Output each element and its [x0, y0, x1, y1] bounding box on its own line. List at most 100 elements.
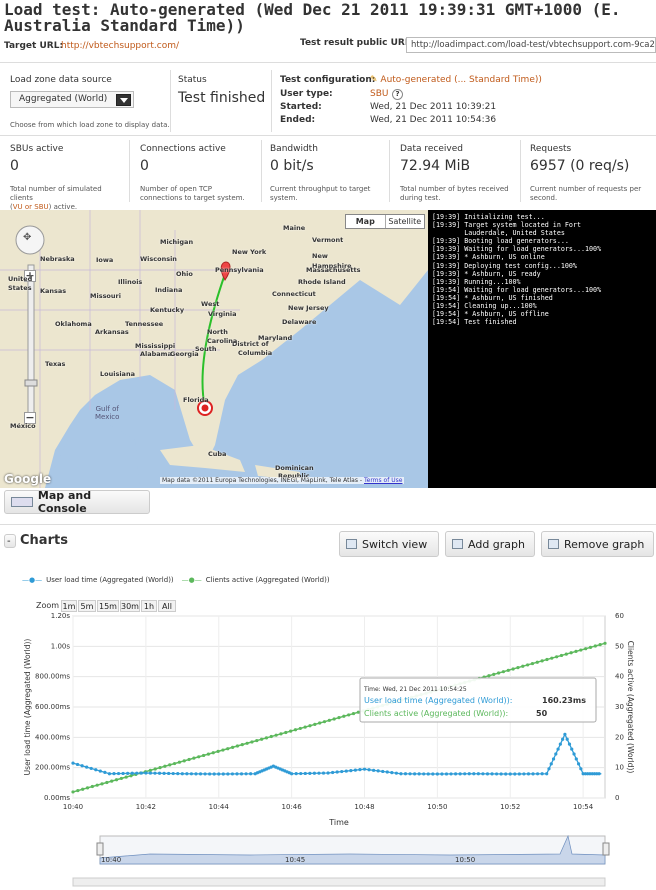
zoom-All-button[interactable]: All: [158, 600, 176, 612]
loadtime-point: [107, 772, 112, 776]
status-value: Test finished: [178, 90, 266, 106]
zoom-30m-button[interactable]: 30m: [120, 600, 140, 612]
clients-point: [497, 671, 501, 675]
tooltip-line1-label: User load time (Aggregated (World)):: [364, 696, 512, 705]
clients-point: [351, 711, 356, 716]
ended-label: Ended:: [280, 115, 316, 125]
terms-link[interactable]: Terms of Use: [363, 477, 403, 484]
loadzone-selected: Aggregated (World): [19, 94, 108, 104]
clients-point: [177, 760, 181, 764]
load-chart[interactable]: 1.20s1.00s800.00ms600.00ms400.00ms200.00…: [0, 596, 656, 888]
loadtime-point: [449, 772, 453, 776]
tooltip-time: Time: Wed, 21 Dec 2011 10:54:25: [363, 686, 467, 693]
loadtime-point: [221, 772, 225, 776]
loadzone-select[interactable]: Aggregated (World): [10, 91, 134, 108]
loadtime-point: [130, 771, 134, 775]
clients-point: [81, 787, 85, 791]
loadtime-point: [522, 772, 526, 776]
y-right-tick: 0: [615, 794, 619, 802]
zoom-1m-button[interactable]: 1m: [61, 600, 77, 612]
clients-point: [182, 759, 186, 763]
divider: [0, 524, 656, 525]
map-place-label: Columbia: [238, 349, 273, 357]
divider: [0, 62, 656, 63]
clients-point: [521, 664, 525, 668]
map-place-label: Carolina: [207, 337, 238, 345]
help-icon[interactable]: ?: [392, 89, 403, 100]
loadtime-point: [547, 767, 551, 771]
target-url-label: Target URL:: [4, 41, 64, 51]
zoom-15m-button[interactable]: 15m: [97, 600, 119, 612]
legend-item[interactable]: User load time (Aggregated (World)): [46, 576, 174, 584]
console-log: [19:39] Initializing test... [19:39] Targ…: [428, 210, 656, 488]
y-left-tick: 600.00ms: [35, 703, 70, 711]
x-tick: 10:54: [573, 803, 594, 811]
loadtime-point: [89, 766, 93, 771]
loadtime-point: [513, 772, 517, 776]
config-link[interactable]: ✎ Auto-generated (... Standard Time)): [370, 75, 542, 85]
target-url-link[interactable]: http://vbtechsupport.com/: [61, 41, 179, 51]
navigator-handle-left[interactable]: [96, 842, 104, 856]
zoom-buttons: 1m 5m 15m 30m 1h All: [61, 600, 177, 612]
map-place-label: Texas: [45, 360, 66, 368]
zoom-in-button[interactable]: +: [24, 269, 36, 282]
clients-point: [511, 667, 515, 671]
x-tick: 10:46: [282, 803, 303, 811]
legend-item[interactable]: Clients active (Aggregated (World)): [205, 576, 330, 584]
tooltip-line1-value: 160.23ms: [542, 696, 586, 705]
console-line: [19:39] * Ashburn, US online: [432, 253, 545, 262]
metric-value: 0: [140, 158, 149, 174]
user-type-link[interactable]: SBU: [370, 89, 389, 99]
loadtime-point: [592, 772, 597, 776]
loadtime-point: [331, 770, 335, 775]
zoom-out-button[interactable]: −: [24, 411, 36, 424]
map-place-label: Hampshire: [312, 262, 352, 270]
loadtime-point: [194, 772, 198, 776]
loadtime-point: [540, 772, 544, 776]
add-graph-button[interactable]: Add graph: [445, 531, 535, 557]
switch-view-button[interactable]: Switch view: [339, 531, 439, 557]
metric-value: 72.94 MiB: [400, 158, 471, 174]
zoom-label: Zoom: [36, 601, 60, 610]
loadtime-point: [75, 762, 80, 767]
console-line: [19:39] Running...100%: [432, 277, 521, 286]
console-line: [19:54] * Ashburn, US finished: [432, 293, 553, 302]
collapse-charts-button[interactable]: -: [4, 534, 16, 548]
loadtime-point: [531, 772, 535, 776]
map-place-label: Illinois: [118, 278, 143, 286]
loadtime-point: [558, 742, 562, 746]
loadtime-point: [203, 772, 207, 776]
public-url-field[interactable]: http://loadimpact.com/load-test/vbtechsu…: [406, 37, 656, 53]
loadtime-point: [481, 772, 485, 776]
console-line: [19:54] Test finished: [432, 318, 517, 327]
loadtime-point: [353, 768, 357, 772]
loadtime-point: [476, 772, 480, 776]
loadtime-point: [572, 752, 576, 756]
map-place-label: Massachusetts: [306, 266, 361, 274]
x-tick: 10:40: [63, 803, 83, 811]
navigator-handle-right[interactable]: [602, 842, 610, 856]
loadtime-point: [535, 772, 540, 776]
navigator-scrollbar[interactable]: [72, 877, 606, 887]
y-right-tick: 40: [615, 673, 624, 681]
console-line: [19:54] Waiting for load generators...10…: [432, 285, 602, 294]
remove-graph-button[interactable]: Remove graph: [541, 531, 654, 557]
map-console-button[interactable]: Map and Console: [4, 489, 150, 515]
loadtime-point: [595, 772, 599, 776]
metric-label: Requests: [530, 144, 572, 154]
loadtime-point: [358, 768, 362, 772]
map-type-map[interactable]: Map: [346, 215, 386, 228]
map-view[interactable]: ✥ + − Map Satellite Gulf of Mexico Maine…: [0, 210, 428, 488]
clients-point: [110, 779, 114, 783]
console-line: [19:39] * Ashburn, US ready: [432, 269, 541, 278]
map-place-label: Maryland: [258, 334, 293, 342]
started-value: Wed, 21 Dec 2011 10:39:21: [370, 102, 497, 112]
loadtime-point: [317, 771, 321, 775]
loadtime-point: [321, 771, 326, 775]
charts-heading: Charts: [20, 533, 68, 548]
pan-control[interactable]: ✥: [23, 232, 32, 243]
map-type-satellite[interactable]: Satellite: [388, 217, 422, 226]
zoom-5m-button[interactable]: 5m: [78, 600, 96, 612]
zoom-1h-button[interactable]: 1h: [141, 600, 157, 612]
chevron-down-icon[interactable]: [116, 94, 131, 106]
